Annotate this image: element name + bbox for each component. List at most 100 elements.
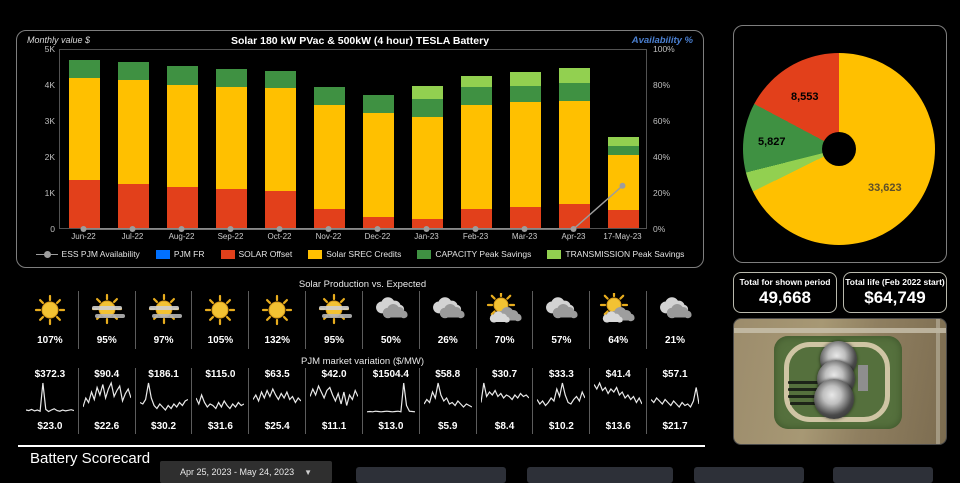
weather-cell-11: 64% [590, 290, 648, 349]
bar-segment-transmission-peak-savings [461, 75, 492, 87]
pjm-cell-1: $372.3 $23.0 [22, 368, 79, 434]
legend-item-transmission-peak-savings[interactable]: TRANSMISSION Peak Savings [547, 249, 684, 259]
bar-segment-solar-offset [265, 191, 296, 228]
bar-chart-panel: Monthly value $ Availability % Solar 180… [16, 30, 704, 268]
y-tick-1K: 1K [44, 188, 55, 198]
chart-legend: ESS PJM Availability PJM FR SOLAR Offset So… [17, 249, 703, 259]
pjm-max-value: $57.1 [662, 369, 688, 380]
legend-item-pjm-fr[interactable]: PJM FR [155, 249, 205, 259]
sunny-icon [29, 294, 71, 333]
cloudy-icon [427, 297, 469, 333]
sparkline-chart [252, 387, 302, 420]
bar-Sep-22[interactable] [216, 68, 247, 228]
bar-Dec-22[interactable] [363, 94, 394, 228]
bar-segment-transmission-peak-savings [510, 72, 541, 86]
mostly-sunny-icon [143, 293, 185, 333]
battery-scorecard-title: Battery Scorecard [30, 450, 151, 467]
legend-swatch-icon [547, 249, 562, 259]
bar-segment-capacity-peak-savings [216, 68, 247, 87]
pjm-cell-3: $186.1 $30.2 [136, 368, 193, 434]
weather-pct: 95% [324, 335, 345, 346]
bar-Jan-23[interactable] [412, 85, 443, 228]
bar-segment-capacity-peak-savings [167, 66, 198, 85]
photo-road [734, 328, 946, 333]
bar-Nov-22[interactable] [314, 86, 345, 228]
bar-Apr-23[interactable] [559, 67, 590, 228]
bar-segment-transmission-peak-savings [608, 137, 639, 146]
legend-item-capacity-peak-savings[interactable]: CAPACITY Peak Savings [417, 249, 531, 259]
bar-segment-transmission-peak-savings [412, 85, 443, 100]
sparkline-chart [423, 382, 472, 420]
pie-label-solar-offset: 8,553 [791, 91, 819, 103]
photo-structure [858, 365, 868, 391]
bar-segment-capacity-peak-savings [363, 94, 394, 114]
pjm-max-value: $186.1 [148, 369, 179, 380]
bar-segment-solar-srec-credits [314, 104, 345, 210]
x-tick-Jan-23: Jan-23 [414, 232, 439, 241]
weather-cell-6: 95% [306, 291, 363, 349]
bar-Feb-23[interactable] [461, 75, 492, 228]
bar-Jul-22[interactable] [118, 61, 149, 228]
total-shown-period-label: Total for shown period [739, 277, 831, 287]
bar-17-May-23[interactable] [608, 137, 639, 228]
sparkline-chart [195, 393, 245, 420]
pie-chart-panel: 8,553 5,827 33,623 [733, 25, 947, 263]
x-tick-Oct-22: Oct-22 [267, 232, 292, 241]
photo-road-vertical [936, 319, 940, 444]
bar-segment-capacity-peak-savings [265, 70, 296, 88]
y-tick-5K: 5K [44, 44, 55, 54]
bar-segment-solar-offset [167, 187, 198, 228]
y2-tick-40%: 40% [653, 152, 671, 162]
bar-segment-solar-srec-credits [118, 80, 149, 185]
weather-pct: 132% [264, 335, 291, 346]
scorecard-action-button-2[interactable] [527, 467, 673, 483]
bar-Oct-22[interactable] [265, 70, 296, 228]
pjm-sparkline-row: $372.3 $23.0 $90.4 $22.6 $186.1 $30.2 $115.0 $3… [22, 368, 703, 434]
legend-swatch-icon [155, 249, 170, 259]
y-tick-0: 0 [50, 224, 55, 234]
scorecard-action-button-3[interactable] [694, 467, 804, 483]
section-divider [18, 445, 705, 447]
pjm-max-value: $90.4 [94, 369, 120, 380]
bar-segment-capacity-peak-savings [118, 61, 149, 81]
pjm-min-value: $30.2 [151, 421, 177, 432]
right-axis-title: Availability % [631, 35, 693, 46]
bar-Jun-22[interactable] [69, 59, 100, 228]
pjm-cell-9: $30.7 $8.4 [477, 368, 534, 434]
weather-pct: 21% [665, 335, 686, 346]
bar-segment-solar-offset [412, 219, 443, 228]
pjm-min-value: $22.6 [94, 421, 120, 432]
bar-segment-capacity-peak-savings [510, 85, 541, 103]
pjm-min-value: $13.0 [378, 421, 404, 432]
pjm-cell-4: $115.0 $31.6 [192, 368, 250, 434]
legend-label: ESS PJM Availability [61, 249, 140, 259]
legend-item-ess-pjm-availability[interactable]: ESS PJM Availability [35, 249, 140, 259]
bar-segment-solar-srec-credits [363, 113, 394, 217]
date-range-dropdown[interactable]: Apr 25, 2023 - May 24, 2023 ▼ [160, 461, 332, 483]
legend-item-solar-offset[interactable]: SOLAR Offset [220, 249, 292, 259]
bar-segment-capacity-peak-savings [412, 99, 443, 118]
pjm-max-value: $33.3 [548, 369, 574, 380]
bar-segment-solar-srec-credits [265, 87, 296, 192]
pjm-min-value: $10.2 [548, 421, 574, 432]
legend-dot [43, 250, 51, 258]
weather-pct: 95% [96, 335, 117, 346]
x-tick-Aug-22: Aug-22 [168, 232, 195, 241]
bar-segment-solar-offset [608, 210, 639, 228]
sparkline-chart [366, 382, 415, 420]
pjm-max-value: $1504.4 [372, 369, 409, 380]
scorecard-action-button-1[interactable] [356, 467, 506, 483]
pjm-max-value: $63.5 [264, 369, 290, 380]
partly-cloudy-icon [484, 290, 526, 333]
bar-segment-solar-srec-credits [412, 117, 443, 219]
photo-panel-row [788, 381, 826, 384]
bar-segment-capacity-peak-savings [608, 145, 639, 155]
legend-item-solar-srec-credits[interactable]: Solar SREC Credits [308, 249, 401, 259]
scorecard-action-button-4[interactable] [833, 467, 933, 483]
total-life-label: Total life (Feb 2022 start) [845, 277, 945, 287]
sparkline-chart [479, 382, 529, 420]
bar-Mar-23[interactable] [510, 72, 541, 228]
weather-pct: 64% [608, 335, 629, 346]
bar-Aug-22[interactable] [167, 66, 198, 228]
pjm-min-value: $11.1 [321, 421, 347, 432]
